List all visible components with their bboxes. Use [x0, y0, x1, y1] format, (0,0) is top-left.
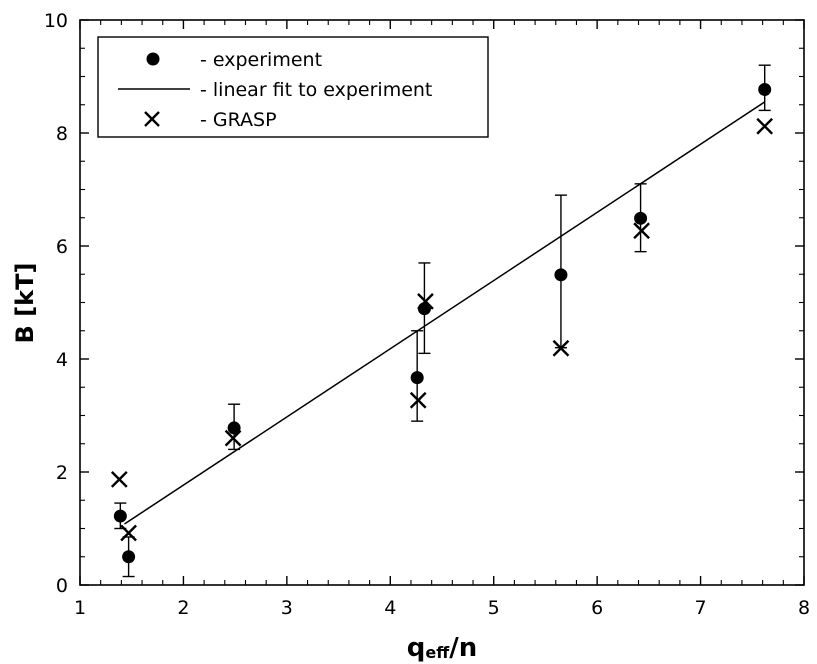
legend-grasp-marker — [144, 111, 160, 127]
x-axis-title: qeff/n — [407, 633, 477, 663]
experiment-point — [758, 82, 772, 96]
experiment-point — [122, 550, 136, 564]
y-tick-label: 10 — [44, 10, 68, 32]
plot-frame — [79, 19, 805, 586]
grasp-point-stroke — [552, 339, 570, 357]
errorbar-layer — [114, 64, 771, 578]
x-axis-title-main: q — [407, 633, 426, 663]
grasp-point — [110, 470, 128, 488]
grasp-point — [120, 524, 137, 542]
y-axis-title: B [kT] — [11, 263, 39, 344]
experiment-point — [410, 371, 424, 385]
x-tick-label: 7 — [695, 597, 707, 619]
ticks-layer: 1 2 3 4 5 6 7 8 0 2 4 6 8 10 — [44, 10, 810, 619]
x-tick-label: 2 — [177, 597, 189, 619]
grasp-point — [756, 117, 774, 135]
legend-fit-label: - linear fit to experiment — [200, 79, 432, 101]
grasp-point-stroke — [120, 524, 137, 542]
y-tick-label: 4 — [56, 349, 68, 371]
grasp-point — [417, 293, 434, 310]
x-tick-label: 6 — [591, 597, 603, 619]
grasp-point-stroke — [409, 391, 427, 409]
y-tick-label: 8 — [56, 123, 68, 145]
points-layer — [110, 82, 774, 564]
grasp-point-stroke — [633, 222, 650, 240]
legend-grasp-label: - GRASP — [200, 109, 277, 131]
experiment-point — [634, 211, 648, 225]
legend-experiment-label: - experiment — [200, 49, 322, 71]
y-tick-label: 0 — [56, 575, 68, 597]
y-tick-label: 6 — [56, 236, 68, 258]
x-tick-label: 8 — [798, 597, 810, 619]
x-tick-label: 1 — [74, 597, 86, 619]
grasp-point-stroke — [417, 293, 434, 310]
legend-box — [97, 36, 489, 138]
y-tick-label: 2 — [56, 462, 68, 484]
experiment-point — [113, 509, 127, 523]
x-tick-label: 5 — [488, 597, 500, 619]
experiment-point — [227, 421, 241, 435]
fit-layer — [124, 101, 766, 525]
grasp-point-stroke — [756, 117, 774, 135]
x-axis-title-sub: eff — [425, 643, 450, 662]
legend: - experiment - linear fit to experiment … — [97, 36, 489, 138]
grasp-point — [552, 339, 570, 357]
x-tick-label: 4 — [384, 597, 396, 619]
experiment-point — [554, 268, 568, 282]
x-axis-title-rest: /n — [449, 633, 477, 663]
x-tick-label: 3 — [281, 597, 293, 619]
grasp-point-stroke — [224, 429, 242, 447]
legend-experiment-marker — [146, 52, 160, 66]
grasp-point-stroke — [110, 470, 128, 488]
grasp-point — [409, 391, 427, 409]
fit-line — [124, 101, 766, 525]
grasp-point — [224, 429, 242, 447]
grasp-point — [633, 222, 650, 240]
